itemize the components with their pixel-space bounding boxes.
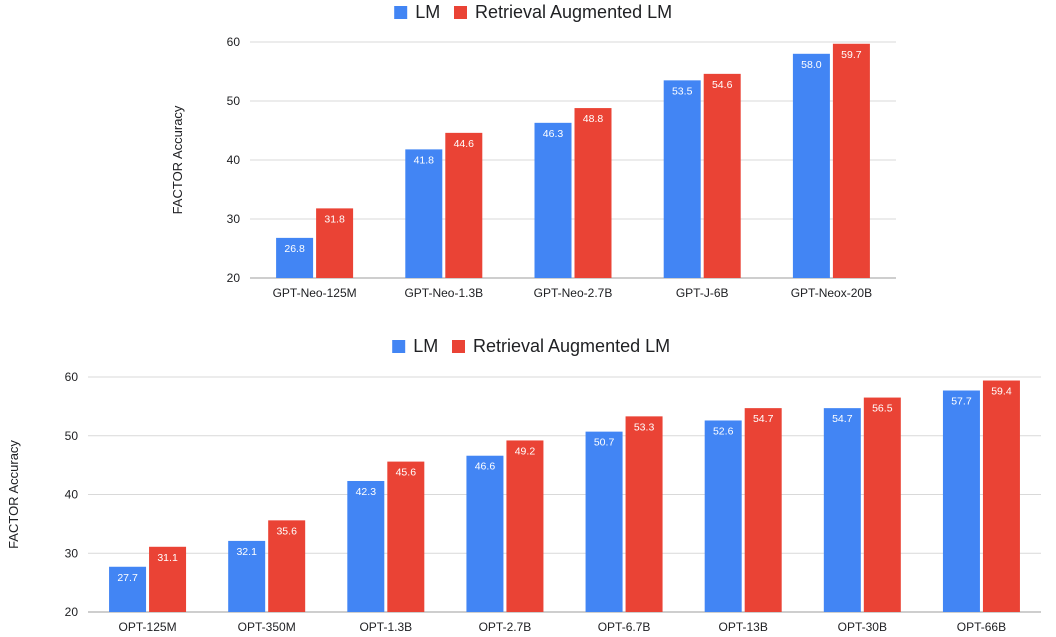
bar — [276, 237, 314, 278]
data-label: 54.7 — [753, 413, 774, 425]
data-label: 59.7 — [841, 49, 862, 61]
bar — [268, 520, 306, 612]
data-label: 52.6 — [713, 425, 734, 437]
data-label: 54.7 — [832, 413, 853, 425]
x-tick-label: GPT-Neo-1.3B — [404, 286, 483, 300]
y-axis-label: FACTOR Accuracy — [170, 105, 185, 214]
bar — [744, 408, 782, 612]
y-tick-label: 60 — [227, 35, 241, 49]
data-label: 44.6 — [454, 138, 475, 150]
legend-label: LM — [413, 336, 438, 356]
bar — [942, 390, 980, 612]
legend-swatch — [452, 340, 465, 353]
legend-label: LM — [415, 2, 440, 22]
data-label: 45.6 — [396, 467, 417, 479]
y-tick-label: 60 — [65, 370, 79, 384]
y-tick-label: 20 — [227, 271, 241, 285]
bar — [832, 43, 870, 278]
bar — [149, 546, 187, 612]
bar — [585, 431, 623, 612]
data-label: 31.8 — [324, 213, 345, 225]
x-tick-label: OPT-6.7B — [598, 620, 651, 634]
bar — [316, 208, 354, 278]
x-tick-label: OPT-66B — [957, 620, 1006, 634]
bar — [663, 80, 701, 278]
data-label: 41.8 — [414, 154, 435, 166]
x-tick-label: OPT-1.3B — [359, 620, 412, 634]
x-tick-label: GPT-Neo-125M — [273, 286, 357, 300]
data-label: 46.3 — [543, 128, 564, 140]
bar — [792, 53, 830, 278]
legend-label: Retrieval Augmented LM — [473, 336, 670, 356]
data-label: 53.5 — [672, 85, 693, 97]
bar — [228, 540, 266, 612]
y-axis-label: FACTOR Accuracy — [6, 440, 21, 549]
bar — [574, 108, 612, 278]
data-label: 27.7 — [117, 572, 138, 584]
bar — [347, 480, 385, 612]
data-label: 46.6 — [475, 461, 496, 473]
bar — [405, 149, 443, 278]
y-tick-label: 50 — [227, 94, 241, 108]
y-tick-label: 40 — [65, 488, 79, 502]
bar — [625, 416, 663, 612]
data-label: 54.6 — [712, 79, 733, 91]
data-label: 58.0 — [801, 59, 822, 71]
data-label: 57.7 — [951, 396, 972, 408]
bar — [703, 73, 741, 278]
legend-label: Retrieval Augmented LM — [475, 2, 672, 22]
legend-swatch — [392, 340, 406, 353]
y-tick-label: 30 — [65, 546, 79, 560]
data-label: 49.2 — [515, 445, 536, 457]
bar — [704, 420, 742, 612]
data-label: 53.3 — [634, 421, 655, 433]
x-tick-label: OPT-13B — [719, 620, 768, 634]
bar — [445, 132, 483, 278]
y-tick-label: 20 — [65, 605, 79, 619]
x-tick-label: GPT-J-6B — [676, 286, 729, 300]
x-tick-label: GPT-Neox-20B — [791, 286, 872, 300]
x-tick-label: OPT-2.7B — [479, 620, 532, 634]
bar — [823, 408, 861, 612]
x-tick-label: OPT-125M — [119, 620, 177, 634]
x-tick-label: GPT-Neo-2.7B — [534, 286, 613, 300]
data-label: 42.3 — [356, 486, 377, 498]
chart-opt: 20 30 40 50 60 FACTOR Accuracy LM Retrieval Aug… — [6, 336, 1041, 634]
legend-swatch — [454, 6, 467, 19]
data-label: 32.1 — [236, 546, 257, 558]
data-label: 59.4 — [991, 386, 1012, 398]
x-tick-label: OPT-30B — [838, 620, 887, 634]
bar — [863, 397, 901, 612]
chart-gpt-neo: 20 30 40 50 60 FACTOR Accuracy LM Retrieval Aug… — [170, 2, 896, 300]
bar — [534, 122, 572, 278]
y-tick-label: 30 — [227, 212, 241, 226]
data-label: 26.8 — [284, 243, 305, 255]
x-tick-label: OPT-350M — [238, 620, 296, 634]
bar — [387, 461, 425, 612]
bar — [466, 455, 504, 612]
data-label: 56.5 — [872, 403, 893, 415]
y-tick-label: 50 — [65, 429, 79, 443]
data-label: 48.8 — [583, 113, 604, 125]
bar — [506, 440, 544, 612]
bar — [982, 380, 1020, 612]
data-label: 31.1 — [157, 552, 178, 564]
bar — [109, 566, 147, 612]
legend-swatch — [394, 6, 408, 19]
y-tick-label: 40 — [227, 153, 241, 167]
data-label: 50.7 — [594, 437, 615, 449]
data-label: 35.6 — [276, 525, 297, 537]
